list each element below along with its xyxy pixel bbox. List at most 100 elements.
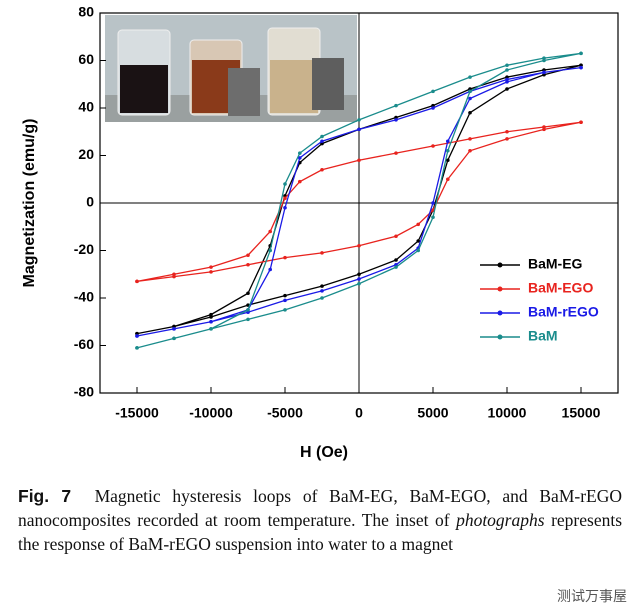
x-tick-label: 15000	[562, 405, 601, 421]
point	[357, 158, 361, 163]
x-tick-label: -15000	[115, 405, 159, 421]
watermark: 测试万事屋	[557, 589, 627, 605]
point	[468, 148, 472, 153]
point	[542, 70, 546, 75]
point	[468, 110, 472, 115]
point	[283, 196, 287, 201]
legend-label: BaM-rEGO	[528, 304, 599, 320]
point	[268, 267, 273, 272]
point	[320, 296, 324, 300]
point	[579, 65, 583, 70]
point	[394, 151, 398, 155]
chart: H (Oe) Magnetization (emu/g) -80 -60 -40 -2…	[21, 4, 619, 461]
point	[320, 284, 324, 288]
point	[394, 234, 398, 239]
point	[209, 312, 213, 317]
point	[579, 51, 583, 56]
point	[416, 239, 421, 243]
y-tick-label: 80	[78, 4, 94, 20]
legend-marker	[497, 286, 503, 292]
point	[172, 327, 176, 331]
point	[209, 270, 213, 274]
point	[505, 77, 509, 82]
point	[416, 248, 421, 253]
caption-emphasis: photographs	[456, 510, 545, 530]
point	[446, 158, 450, 163]
legend-marker	[497, 334, 503, 340]
point	[394, 103, 398, 108]
point	[135, 279, 139, 284]
point	[468, 96, 472, 101]
point	[283, 255, 287, 260]
point	[246, 317, 250, 322]
point	[431, 144, 435, 148]
y-tick-label: 40	[78, 99, 94, 115]
y-tick-label: -60	[74, 336, 94, 352]
y-tick-label: 20	[78, 146, 94, 162]
point	[446, 177, 450, 182]
inset-photo	[105, 15, 357, 122]
point	[431, 215, 435, 220]
y-tick-label: -20	[74, 241, 94, 257]
point	[283, 298, 287, 303]
point	[246, 308, 250, 312]
point	[394, 258, 398, 262]
y-tick-label: -80	[74, 384, 94, 400]
point	[246, 291, 250, 296]
point	[431, 89, 435, 94]
point	[283, 308, 287, 312]
point	[505, 63, 509, 68]
point	[298, 179, 302, 184]
point	[357, 281, 361, 286]
caption-text: Magnetic hysteresis loops of BaM-EG, BaM…	[18, 486, 622, 530]
y-axis-label: Magnetization (emu/g)	[21, 119, 38, 288]
x-tick-label: -5000	[267, 405, 303, 421]
point	[283, 293, 287, 298]
point	[283, 205, 287, 210]
point	[394, 118, 398, 122]
point	[505, 129, 509, 134]
point	[135, 346, 139, 350]
point	[431, 201, 435, 205]
legend-marker	[497, 310, 503, 316]
point	[320, 139, 324, 144]
point	[268, 248, 273, 253]
point	[394, 265, 398, 269]
point	[283, 182, 287, 186]
x-tick-label: 10000	[488, 405, 527, 421]
point	[298, 156, 302, 160]
legend-marker	[497, 262, 503, 268]
point	[320, 167, 324, 172]
point	[505, 68, 509, 72]
point	[209, 265, 213, 269]
caption: Fig. 7 Magnetic hysteresis loops of BaM-…	[18, 484, 622, 556]
y-tick-label: -40	[74, 289, 94, 305]
point	[446, 148, 450, 153]
point	[468, 75, 472, 79]
point	[209, 327, 213, 331]
point	[416, 222, 421, 227]
point	[357, 127, 361, 132]
caption-text: represents the response of BaM-rEGO susp…	[18, 510, 623, 554]
point	[320, 289, 324, 293]
point	[542, 125, 546, 129]
point	[431, 106, 435, 110]
point	[505, 87, 509, 91]
point	[246, 262, 250, 267]
point	[468, 89, 472, 94]
legend-label: BaM-EGO	[528, 280, 593, 296]
point	[320, 251, 324, 255]
point	[320, 134, 324, 139]
point	[209, 319, 213, 324]
x-tick-label: -10000	[189, 405, 233, 421]
x-axis-label: H (Oe)	[300, 444, 348, 461]
point	[172, 272, 176, 277]
point	[468, 137, 472, 141]
point	[542, 56, 546, 60]
point	[172, 336, 176, 341]
point	[135, 334, 139, 338]
point	[579, 120, 583, 125]
legend-label: BaM	[528, 328, 558, 344]
legend-label: BaM-EG	[528, 256, 583, 272]
